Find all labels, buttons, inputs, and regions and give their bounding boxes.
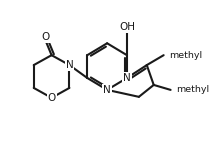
Text: OH: OH — [119, 22, 135, 32]
Text: methyl: methyl — [177, 85, 210, 94]
Text: methyl: methyl — [170, 51, 203, 60]
Text: N: N — [123, 73, 131, 83]
Text: N: N — [103, 85, 111, 95]
Text: N: N — [66, 60, 73, 70]
Text: O: O — [41, 32, 50, 42]
Text: O: O — [48, 93, 56, 103]
